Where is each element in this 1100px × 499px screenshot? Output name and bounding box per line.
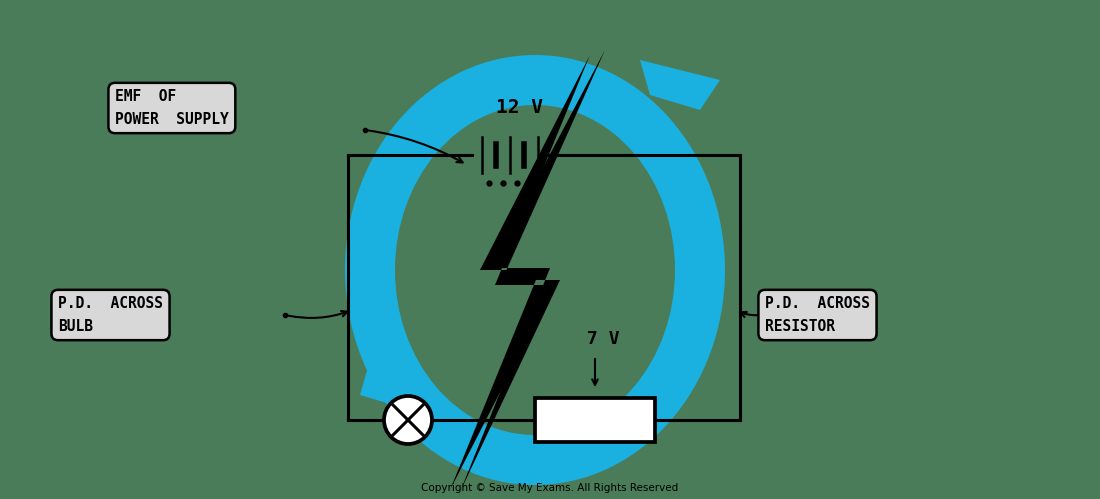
Polygon shape bbox=[360, 360, 420, 410]
Text: P.D.  ACROSS
RESISTOR: P.D. ACROSS RESISTOR bbox=[764, 296, 870, 334]
Text: 12 V: 12 V bbox=[496, 97, 543, 116]
Polygon shape bbox=[460, 50, 605, 492]
Polygon shape bbox=[430, 420, 520, 460]
Polygon shape bbox=[450, 55, 590, 490]
Ellipse shape bbox=[395, 105, 675, 435]
Bar bbox=[535, 398, 654, 442]
Text: P.D.  ACROSS
BULB: P.D. ACROSS BULB bbox=[58, 296, 163, 334]
Ellipse shape bbox=[345, 55, 725, 485]
Circle shape bbox=[384, 396, 432, 444]
Polygon shape bbox=[640, 60, 720, 110]
Text: Copyright © Save My Exams. All Rights Reserved: Copyright © Save My Exams. All Rights Re… bbox=[421, 483, 679, 493]
Text: 7 V: 7 V bbox=[586, 330, 619, 348]
Text: EMF  OF
POWER  SUPPLY: EMF OF POWER SUPPLY bbox=[116, 89, 229, 127]
